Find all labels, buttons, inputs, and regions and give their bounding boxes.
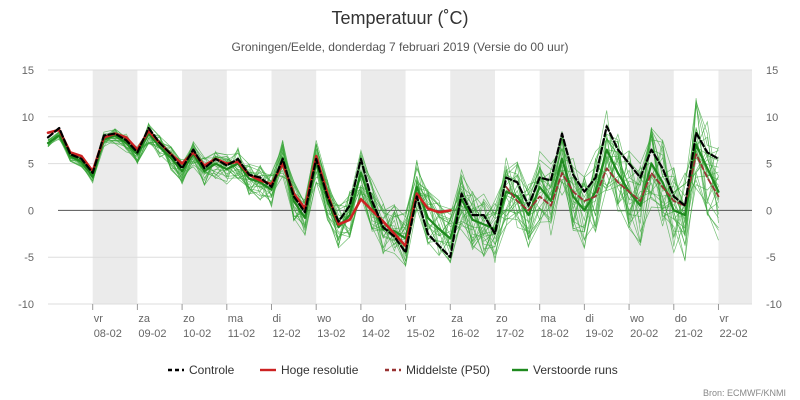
x-tick-date: 17-02 xyxy=(496,328,524,340)
day-band xyxy=(450,70,495,304)
day-band xyxy=(182,70,227,304)
x-tick-dow: di xyxy=(585,313,594,325)
x-tick-dow: za xyxy=(451,313,464,325)
x-tick-date: 10-02 xyxy=(183,328,211,340)
chart-subtitle: Groningen/Eelde, donderdag 7 februari 20… xyxy=(232,40,569,54)
y-tick-label-right: -10 xyxy=(766,299,782,311)
x-tick-dow: vr xyxy=(719,313,729,325)
legend-label: Controle xyxy=(189,363,235,377)
y-tick-label-right: 0 xyxy=(766,205,772,217)
y-tick-label-left: 5 xyxy=(28,159,34,171)
x-tick-date: 22-02 xyxy=(719,328,747,340)
y-tick-label-left: -10 xyxy=(18,299,34,311)
y-tick-label-left: 10 xyxy=(22,112,34,124)
x-tick-dow: zo xyxy=(496,313,508,325)
chart-title: Temperatuur (˚C) xyxy=(331,8,468,28)
x-tick-dow: vr xyxy=(94,313,104,325)
legend: Controle Hoge resolutie Middelste (P50) Ver… xyxy=(168,363,618,377)
x-tick-dow: wo xyxy=(629,313,644,325)
x-tick-date: 18-02 xyxy=(541,328,569,340)
x-tick-dow: do xyxy=(675,313,687,325)
x-tick-dow: di xyxy=(272,313,281,325)
legend-label: Hoge resolutie xyxy=(281,363,359,377)
x-tick-dow: wo xyxy=(316,313,331,325)
x-tick-dow: ma xyxy=(541,313,557,325)
main-series xyxy=(46,125,720,259)
x-tick-date: 14-02 xyxy=(362,328,390,340)
x-tick-date: 19-02 xyxy=(585,328,613,340)
legend-label: Middelste (P50) xyxy=(406,363,490,377)
y-axis-left: 15 10 5 0 -5 -10 xyxy=(18,65,34,311)
y-tick-label-left: 0 xyxy=(28,205,34,217)
y-tick-label-right: 5 xyxy=(766,159,772,171)
series-line-controle xyxy=(46,125,720,259)
y-axis-right: 15 10 5 0 -5 -10 xyxy=(766,65,782,311)
chart-credit: Bron: ECMWF/KNMI xyxy=(703,388,786,398)
y-tick-label-left: -5 xyxy=(24,252,34,264)
x-tick-date: 15-02 xyxy=(407,328,435,340)
series-line-verstoorde-runs xyxy=(46,132,720,240)
gridlines xyxy=(48,69,752,305)
y-tick-label-right: 15 xyxy=(766,65,778,77)
x-axis: vr 08-02 za 09-02 zo 10-02 ma 11-02 di 12-02 wo 13-… xyxy=(92,304,748,340)
day-band xyxy=(718,70,752,304)
x-tick-date: 09-02 xyxy=(138,328,166,340)
x-tick-date: 12-02 xyxy=(272,328,300,340)
x-tick-date: 08-02 xyxy=(94,328,122,340)
x-tick-dow: ma xyxy=(228,313,244,325)
x-tick-dow: zo xyxy=(183,313,195,325)
ensemble-run-line xyxy=(47,130,719,259)
y-tick-label-right: 10 xyxy=(766,112,778,124)
x-tick-date: 21-02 xyxy=(675,328,703,340)
x-tick-dow: do xyxy=(362,313,374,325)
x-tick-date: 16-02 xyxy=(451,328,479,340)
x-tick-dow: za xyxy=(138,313,151,325)
x-tick-date: 20-02 xyxy=(630,328,658,340)
x-tick-date: 13-02 xyxy=(317,328,345,340)
legend-label: Verstoorde runs xyxy=(533,363,618,377)
y-tick-label-right: -5 xyxy=(766,252,776,264)
y-tick-label-left: 15 xyxy=(22,65,34,77)
day-band xyxy=(92,70,138,304)
x-tick-date: 11-02 xyxy=(228,328,255,340)
x-tick-dow: vr xyxy=(407,313,417,325)
